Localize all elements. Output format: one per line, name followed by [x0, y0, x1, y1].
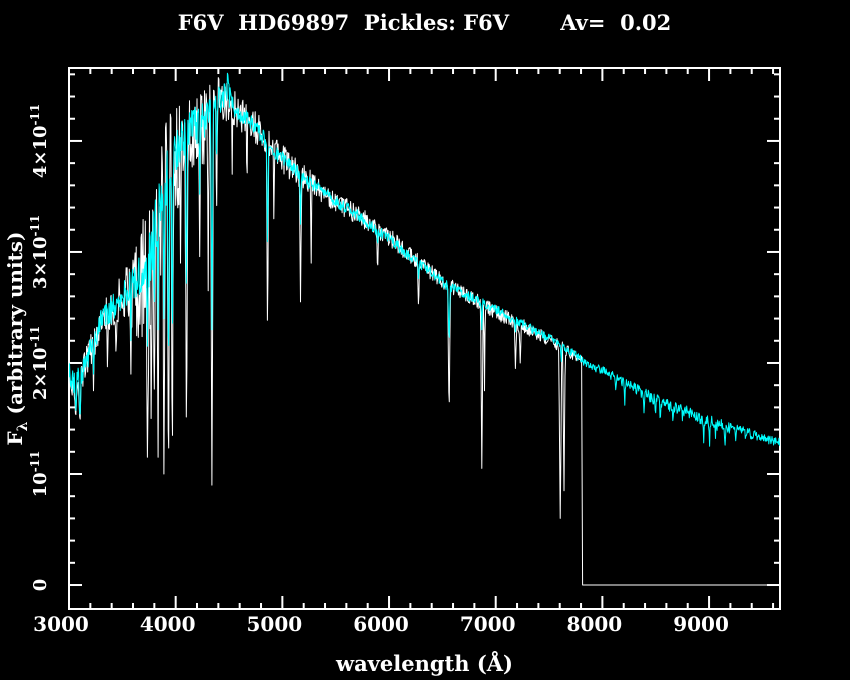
x-tick-label: 5000 [247, 612, 303, 636]
y-axis-label: Fλ (arbitrary units) [3, 231, 31, 445]
x-tick-label: 6000 [353, 612, 409, 636]
y-tick-label: 2×10-11 [28, 326, 51, 400]
y-tick-label: 10-11 [28, 451, 51, 498]
x-tick-label: 3000 [33, 612, 89, 636]
x-tick-label: 9000 [673, 612, 729, 636]
x-tick-label: 8000 [567, 612, 623, 636]
x-tick-label: 4000 [140, 612, 196, 636]
spectrum-template-line [69, 72, 780, 447]
x-axis-label: wavelength (Å) [335, 651, 513, 676]
y-tick-label: 4×10-11 [28, 104, 51, 178]
plot-box [68, 67, 781, 610]
x-tick-label: 7000 [460, 612, 516, 636]
chart-title: F6V HD69897 Pickles: F6V Av= 0.02 [178, 10, 672, 35]
y-tick-label: 3×10-11 [28, 215, 51, 289]
y-tick-label: 0 [30, 579, 51, 592]
